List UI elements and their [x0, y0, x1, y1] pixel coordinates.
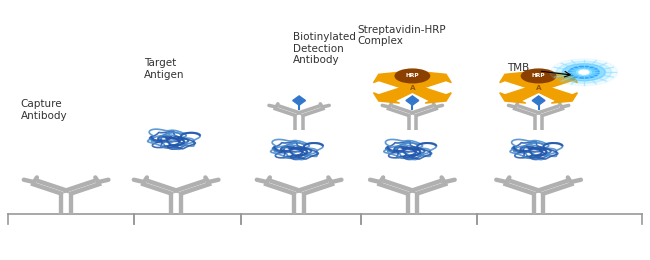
Polygon shape — [505, 74, 544, 90]
Polygon shape — [532, 96, 545, 105]
Polygon shape — [379, 74, 417, 90]
Text: A: A — [410, 85, 415, 91]
Circle shape — [556, 61, 612, 83]
Circle shape — [573, 68, 595, 77]
Polygon shape — [379, 86, 417, 101]
Circle shape — [579, 70, 589, 74]
Text: Biotinylated
Detection
Antibody: Biotinylated Detection Antibody — [292, 32, 356, 66]
Circle shape — [562, 64, 605, 81]
Polygon shape — [551, 72, 577, 83]
Polygon shape — [425, 93, 451, 103]
Polygon shape — [551, 93, 577, 103]
Text: A: A — [536, 85, 541, 91]
Text: HRP: HRP — [532, 73, 545, 79]
Polygon shape — [534, 74, 572, 90]
Circle shape — [577, 69, 592, 75]
Polygon shape — [500, 72, 526, 83]
Polygon shape — [374, 93, 400, 103]
Text: Target
Antigen: Target Antigen — [144, 58, 185, 80]
Polygon shape — [534, 86, 572, 101]
Polygon shape — [407, 74, 446, 90]
Text: TMB: TMB — [506, 63, 529, 73]
Polygon shape — [425, 72, 451, 83]
Polygon shape — [407, 86, 446, 101]
Circle shape — [550, 59, 618, 86]
Polygon shape — [406, 96, 419, 105]
Polygon shape — [292, 96, 306, 105]
Text: HRP: HRP — [406, 73, 419, 79]
Circle shape — [569, 66, 599, 78]
Text: Streptavidin-HRP
Complex: Streptavidin-HRP Complex — [358, 24, 446, 46]
Polygon shape — [374, 72, 400, 83]
Text: Capture
Antibody: Capture Antibody — [21, 99, 68, 121]
Polygon shape — [500, 93, 526, 103]
Circle shape — [395, 69, 430, 83]
Polygon shape — [505, 86, 544, 101]
Circle shape — [521, 69, 556, 83]
